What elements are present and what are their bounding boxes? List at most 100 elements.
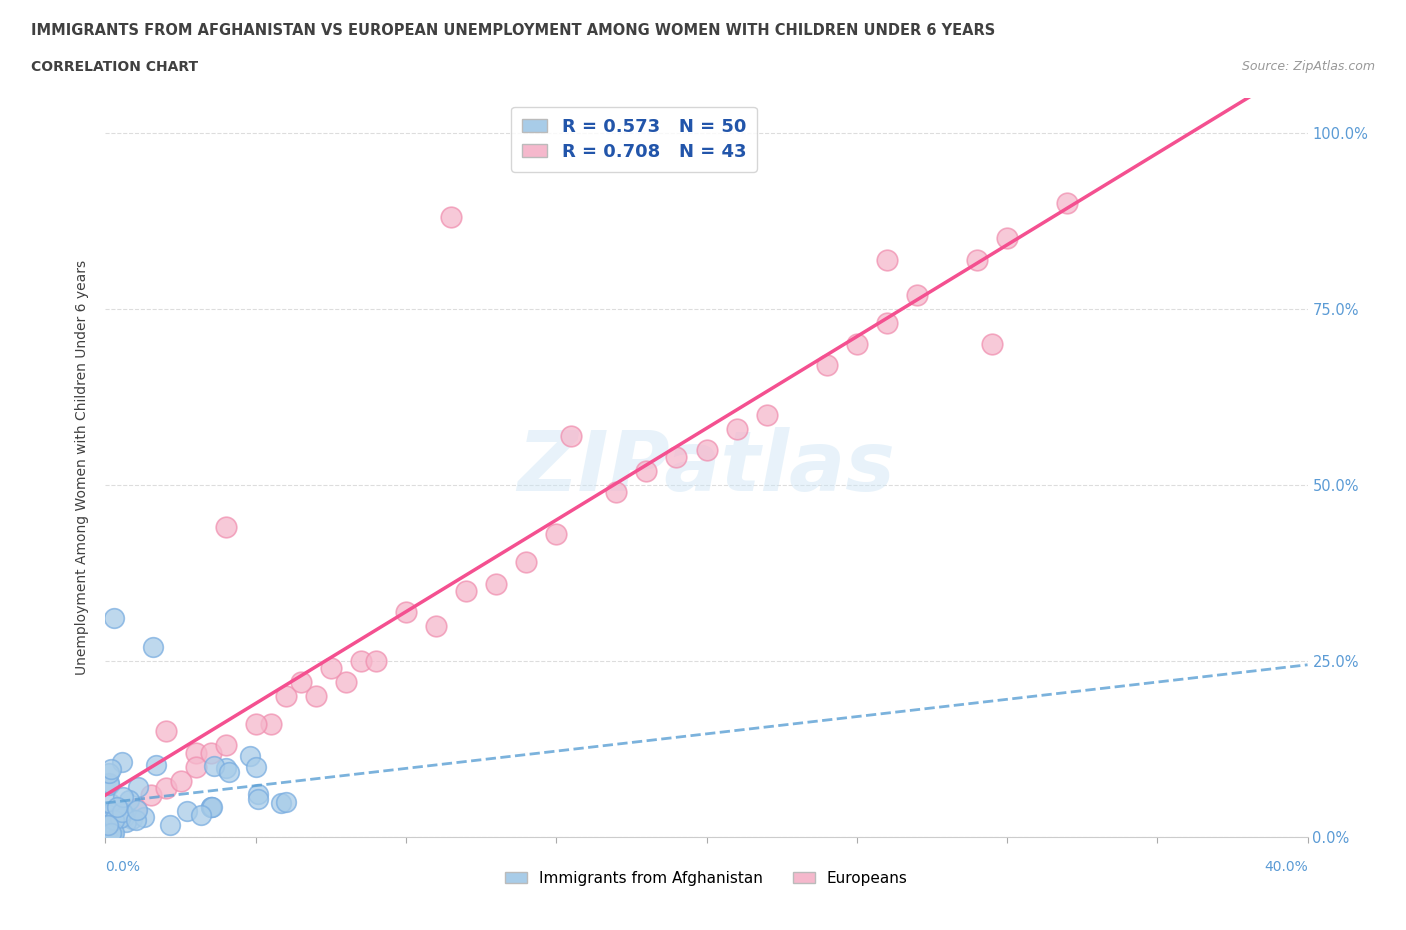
Point	[981, 337, 1004, 352]
Point	[815, 358, 838, 373]
Point	[118, 793, 141, 808]
Text: ZIPatlas: ZIPatlas	[517, 427, 896, 508]
Point	[665, 449, 688, 464]
Point	[127, 779, 149, 794]
Point	[274, 794, 297, 809]
Point	[246, 791, 269, 806]
Point	[103, 610, 125, 625]
Point	[115, 815, 138, 830]
Point	[260, 717, 283, 732]
Point	[155, 780, 177, 795]
Point	[239, 749, 262, 764]
Point	[200, 800, 222, 815]
Point	[440, 210, 463, 225]
Point	[1056, 196, 1078, 211]
Text: IMMIGRANTS FROM AFGHANISTAN VS EUROPEAN UNEMPLOYMENT AMONG WOMEN WITH CHILDREN U: IMMIGRANTS FROM AFGHANISTAN VS EUROPEAN …	[31, 23, 995, 38]
Point	[96, 826, 118, 841]
Point	[125, 812, 148, 827]
Point	[98, 795, 121, 810]
Point	[696, 443, 718, 458]
Point	[169, 773, 191, 788]
Point	[290, 674, 312, 689]
Point	[546, 526, 568, 541]
Point	[101, 805, 124, 820]
Point	[96, 814, 118, 829]
Point	[105, 799, 128, 814]
Point	[98, 776, 121, 790]
Point	[132, 810, 155, 825]
Point	[319, 660, 342, 675]
Point	[966, 252, 988, 267]
Point	[142, 640, 165, 655]
Point	[184, 745, 207, 760]
Point	[605, 485, 627, 499]
Point	[202, 758, 225, 773]
Point	[124, 802, 146, 817]
Point	[200, 800, 222, 815]
Point	[110, 808, 132, 823]
Point	[97, 823, 120, 838]
Point	[395, 604, 418, 619]
Point	[876, 252, 898, 267]
Point	[636, 463, 658, 478]
Point	[155, 724, 177, 738]
Point	[245, 717, 267, 732]
Point	[305, 689, 328, 704]
Point	[515, 555, 537, 570]
Point	[350, 654, 373, 669]
Point	[755, 407, 778, 422]
Point	[159, 817, 181, 832]
Point	[139, 788, 162, 803]
Point	[100, 762, 122, 777]
Text: CORRELATION CHART: CORRELATION CHART	[31, 60, 198, 74]
Point	[100, 826, 122, 841]
Point	[560, 428, 582, 443]
Point	[845, 337, 868, 352]
Point	[108, 810, 131, 825]
Point	[270, 796, 292, 811]
Text: 0.0%: 0.0%	[105, 860, 141, 874]
Point	[103, 825, 125, 840]
Point	[274, 689, 297, 704]
Point	[485, 576, 508, 591]
Point	[101, 826, 124, 841]
Y-axis label: Unemployment Among Women with Children Under 6 years: Unemployment Among Women with Children U…	[76, 259, 90, 675]
Point	[105, 809, 128, 824]
Point	[100, 826, 122, 841]
Point	[98, 766, 121, 781]
Text: Source: ZipAtlas.com: Source: ZipAtlas.com	[1241, 60, 1375, 73]
Point	[218, 764, 240, 779]
Point	[112, 809, 135, 824]
Point	[184, 759, 207, 774]
Point	[110, 754, 132, 769]
Point	[876, 315, 898, 330]
Point	[214, 520, 236, 535]
Text: 40.0%: 40.0%	[1264, 860, 1308, 874]
Point	[96, 806, 118, 821]
Point	[725, 421, 748, 436]
Point	[190, 808, 212, 823]
Point	[995, 231, 1018, 246]
Point	[454, 583, 477, 598]
Point	[201, 799, 224, 814]
Point	[100, 817, 122, 831]
Legend: Immigrants from Afghanistan, Europeans: Immigrants from Afghanistan, Europeans	[499, 865, 914, 892]
Point	[112, 805, 135, 820]
Point	[335, 674, 357, 689]
Point	[246, 787, 269, 802]
Point	[98, 778, 121, 793]
Point	[215, 761, 238, 776]
Point	[145, 757, 167, 772]
Point	[200, 745, 222, 760]
Point	[425, 618, 447, 633]
Point	[905, 287, 928, 302]
Point	[364, 654, 387, 669]
Point	[111, 804, 134, 819]
Point	[103, 812, 125, 827]
Point	[121, 812, 143, 827]
Point	[111, 790, 134, 804]
Point	[127, 803, 149, 817]
Point	[245, 760, 267, 775]
Point	[214, 738, 236, 753]
Point	[97, 817, 120, 832]
